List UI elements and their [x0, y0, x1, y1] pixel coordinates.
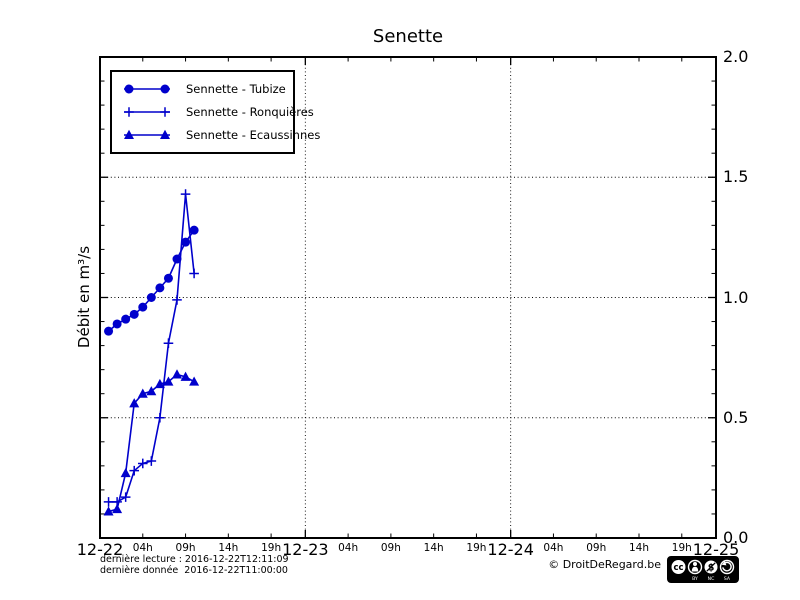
data-point-marker [124, 130, 134, 140]
data-point-marker [160, 84, 170, 94]
data-point-marker [112, 319, 122, 329]
y-tick-label: 0.0 [723, 528, 749, 548]
x-hour-tick-label: 09h [380, 542, 401, 554]
cc-icon: cc [671, 560, 686, 574]
data-point-marker [155, 283, 165, 293]
cc-sa-label: SA [724, 576, 731, 582]
data-point-marker [163, 273, 173, 283]
data-point-marker [112, 503, 123, 514]
data-point-marker [146, 386, 157, 396]
data-point-marker [120, 492, 131, 502]
data-point-marker [129, 465, 140, 476]
data-point-marker [189, 376, 200, 386]
legend-item: Sennette - Ecaussinnes [120, 127, 320, 143]
cc-badge-background [667, 556, 739, 583]
data-point-marker [172, 369, 182, 379]
x-day-tick-label: 12-24 [487, 540, 534, 559]
data-point-marker [189, 268, 199, 279]
data-point-marker [172, 254, 182, 264]
legend-item: Sennette - Ronquières [120, 104, 314, 120]
data-point-marker [137, 388, 148, 398]
footer-metadata: dernière lecture : 2016-12-22T12:11:09 d… [100, 554, 289, 576]
last-data-text: dernière donnée 2016-12-22T11:00:00 [100, 564, 288, 576]
x-hour-tick-label: 14h [218, 542, 239, 554]
data-point-marker [155, 412, 165, 423]
cc-nc-label: NC [708, 576, 715, 582]
x-hour-tick-label: 04h [543, 542, 564, 554]
data-point-marker [124, 84, 134, 94]
data-point-marker [138, 302, 148, 312]
data-point-marker [137, 458, 148, 469]
y-tick-label: 0.5 [723, 407, 749, 427]
y-tick-label: 1.0 [723, 287, 749, 307]
legend-marker-sample [124, 130, 170, 140]
data-point-marker [180, 189, 191, 199]
legend-marker-sample [124, 84, 170, 94]
data-point-marker [154, 378, 165, 389]
x-hour-tick-label: 14h [628, 542, 650, 554]
data-point-marker [180, 371, 191, 381]
sa-arrow-icon [719, 559, 735, 575]
data-point-marker [129, 398, 140, 408]
cc-badge-canvas: cc $ BY NC SA [667, 556, 739, 583]
data-point-marker [160, 107, 170, 117]
legend: Sennette - Tubize Sennette - Ronquières Se… [110, 70, 320, 154]
data-point-marker [104, 326, 114, 336]
x-day-tick-label: 12-25 [692, 540, 740, 559]
x-hour-tick-label: 04h [338, 542, 359, 554]
x-hour-tick-label: 14h [423, 542, 444, 554]
y-tick-label: 2.0 [723, 47, 749, 67]
data-point-marker [129, 309, 139, 319]
legend-marker-sample [124, 107, 170, 117]
data-point-marker [146, 456, 157, 466]
cc-by-nc-sa-badge: cc $ BY NC SA [667, 556, 739, 587]
data-point-marker [163, 376, 174, 386]
data-point-marker [121, 314, 131, 324]
legend-item-label: Sennette - Tubize [186, 81, 286, 96]
data-point-marker [103, 506, 114, 516]
x-hour-tick-label: 19h [466, 542, 487, 554]
legend-item: Sennette - Tubize [120, 81, 287, 97]
data-point-marker [120, 467, 131, 478]
nc-dollar-icon: $ [704, 560, 718, 574]
svg-text:cc: cc [673, 563, 683, 573]
data-point-marker [146, 293, 156, 302]
series-line-1 [108, 193, 195, 503]
copyright-text: © DroitDeRegard.be [548, 558, 661, 571]
legend-item-label: Sennette - Ronquières [186, 104, 314, 119]
cc-by-label: BY [692, 576, 698, 582]
data-point-marker [181, 237, 191, 247]
data-point-marker [189, 225, 199, 235]
y-tick-label: 1.5 [723, 167, 749, 187]
data-point-marker [163, 338, 174, 348]
x-hour-tick-label: 19h [261, 542, 282, 554]
plot-border [99, 56, 717, 539]
last-read-text: dernière lecture : 2016-12-22T12:11:09 [100, 554, 289, 565]
x-hour-tick-label: 19h [671, 542, 692, 554]
data-point-marker [103, 497, 114, 507]
chart-title: Senette [372, 26, 444, 47]
x-hour-tick-label: 09h [586, 542, 607, 554]
data-point-marker [160, 130, 170, 140]
x-day-tick-label: 12-22 [76, 540, 124, 559]
data-point-marker [124, 107, 134, 117]
x-hour-tick-label: 04h [132, 542, 153, 554]
y-axis-label: Débit en m³/s [75, 245, 93, 349]
x-hour-tick-label: 09h [175, 542, 196, 554]
legend-item-label: Sennette - Ecaussinnes [186, 128, 321, 143]
x-day-tick-label: 12-23 [282, 540, 329, 559]
data-point-marker [172, 295, 182, 305]
by-person-icon [687, 559, 703, 575]
